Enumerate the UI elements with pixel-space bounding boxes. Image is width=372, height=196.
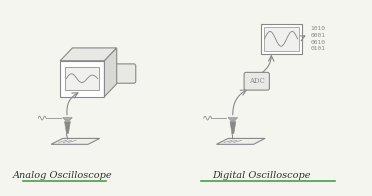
Text: ADC: ADC [249,77,264,85]
FancyBboxPatch shape [244,72,269,90]
FancyBboxPatch shape [261,24,302,54]
FancyBboxPatch shape [60,61,105,97]
Polygon shape [60,48,117,61]
Polygon shape [64,122,70,139]
Polygon shape [105,48,117,97]
Text: Analog Oscilloscope: Analog Oscilloscope [12,171,112,180]
Polygon shape [217,138,265,144]
Polygon shape [51,138,100,144]
FancyBboxPatch shape [65,67,99,90]
FancyBboxPatch shape [113,64,136,83]
Polygon shape [230,122,236,139]
Text: 1010
0001
0010
0101: 1010 0001 0010 0101 [310,26,325,51]
FancyBboxPatch shape [263,27,299,51]
Polygon shape [62,118,72,121]
Polygon shape [228,118,238,121]
Text: Digital Oscilloscope: Digital Oscilloscope [212,171,311,180]
